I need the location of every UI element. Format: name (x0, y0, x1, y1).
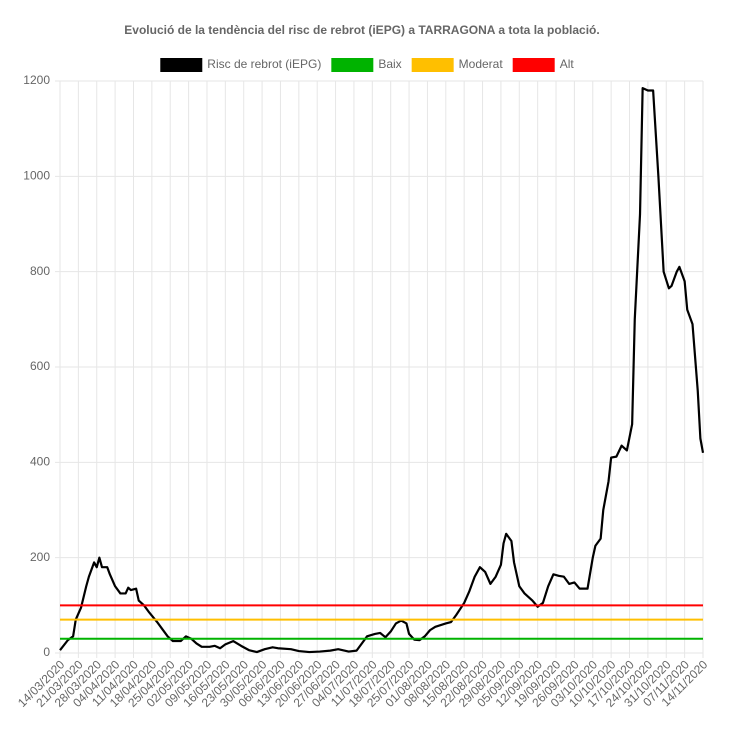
legend-item: Moderat (411, 57, 504, 72)
y-tick-label: 600 (30, 359, 50, 373)
y-tick-label: 200 (30, 550, 50, 564)
legend: Risc de rebrot (iEPG) Baix Moderat Alt (160, 57, 574, 72)
legend-label: Alt (560, 57, 575, 71)
legend-swatch (331, 58, 374, 72)
y-tick-label: 1000 (23, 169, 50, 183)
legend-item: Alt (512, 57, 575, 72)
legend-label: Risc de rebrot (iEPG) (207, 57, 321, 71)
y-tick-label: 0 (43, 645, 50, 659)
data-line (59, 87, 705, 654)
legend-swatch (160, 58, 203, 72)
legend-label: Moderat (459, 57, 504, 71)
legend-swatch (512, 58, 555, 72)
y-tick-label: 1200 (23, 73, 50, 87)
legend-label: Baix (378, 57, 401, 71)
chart-title: Evolució de la tendència del risc de reb… (124, 23, 599, 37)
y-tick-label: 400 (30, 455, 50, 469)
legend-swatch (411, 58, 454, 72)
legend-item: Risc de rebrot (iEPG) (160, 57, 321, 72)
y-tick-label: 800 (30, 264, 50, 278)
legend-item: Baix (331, 57, 402, 72)
